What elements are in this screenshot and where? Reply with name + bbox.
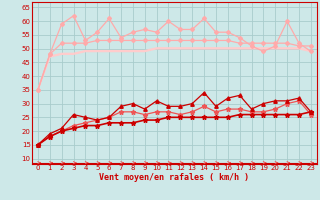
X-axis label: Vent moyen/en rafales ( km/h ): Vent moyen/en rafales ( km/h ) bbox=[100, 173, 249, 182]
